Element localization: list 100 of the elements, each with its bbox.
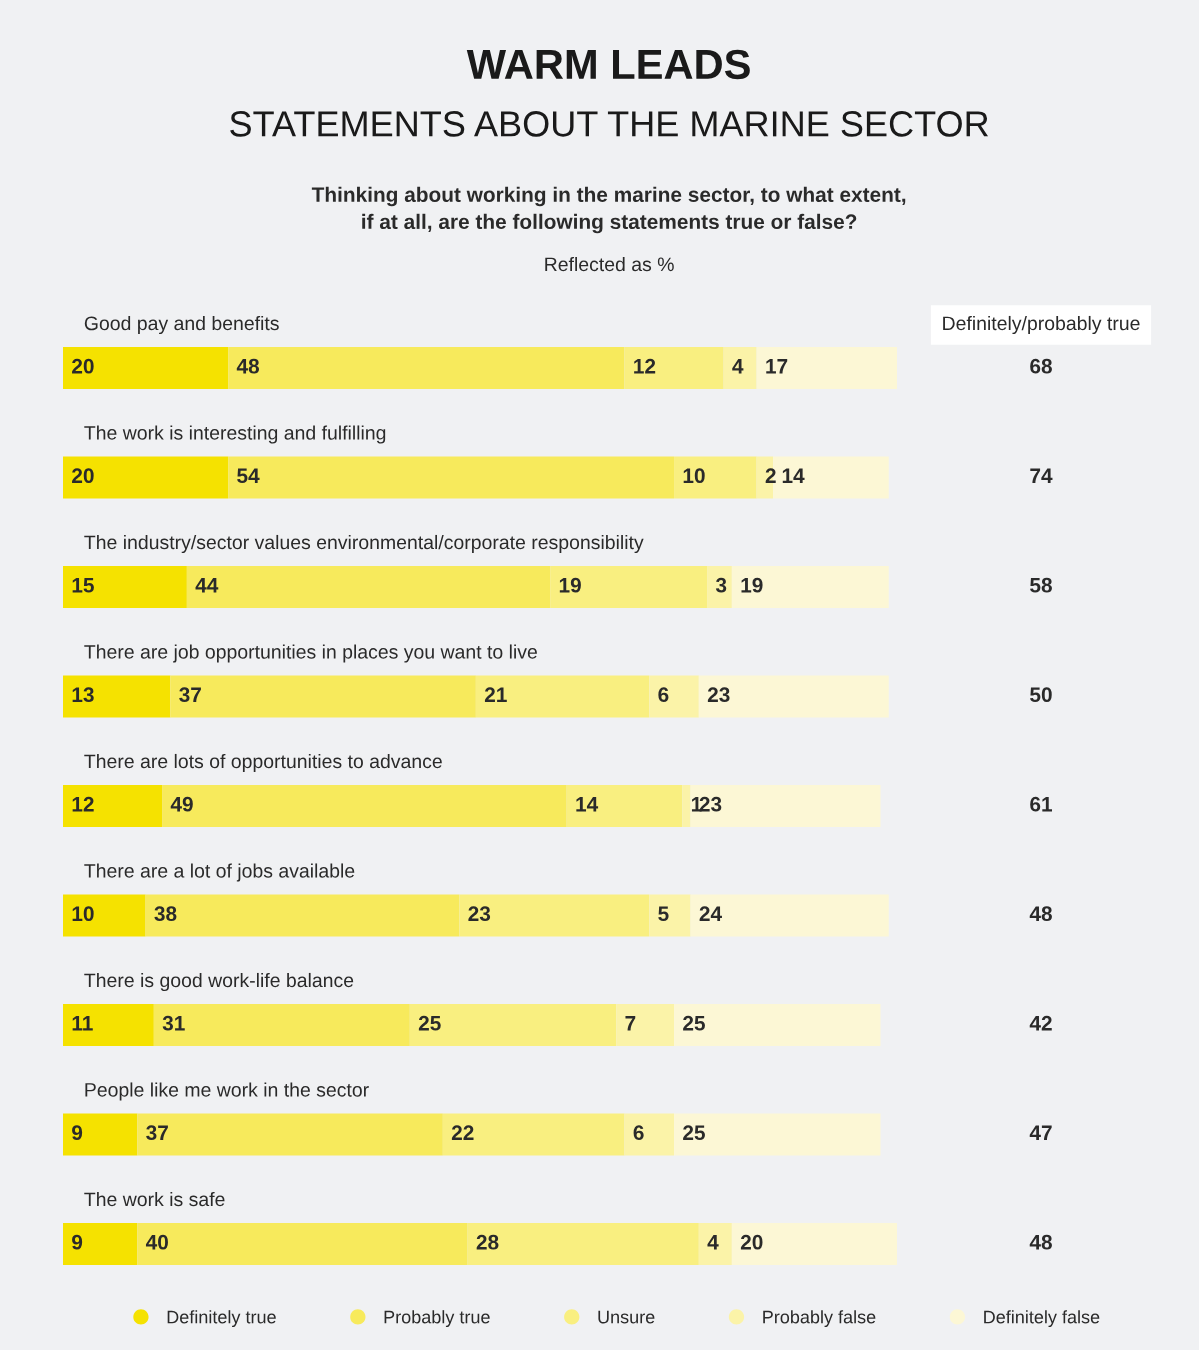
bar	[707, 566, 732, 608]
data-label: 31	[162, 1015, 185, 1031]
bar	[63, 347, 229, 389]
bar	[162, 785, 567, 827]
data-label: 23	[468, 906, 491, 922]
y-tick-label: People like me work in the sector	[85, 1082, 369, 1101]
data-label: 74	[1030, 468, 1053, 483]
bar	[624, 1113, 675, 1156]
bar	[756, 347, 897, 389]
bar	[723, 347, 757, 389]
data-label: 61	[1030, 796, 1053, 812]
bar	[137, 1113, 443, 1156]
data-label: 7	[625, 1016, 636, 1031]
data-label: 40	[145, 1234, 168, 1250]
bar	[153, 1004, 410, 1046]
bar	[63, 566, 187, 608]
bar	[228, 347, 625, 389]
data-label: 37	[146, 1125, 168, 1141]
bar	[63, 1223, 138, 1265]
bar	[170, 675, 476, 718]
data-label: 48	[1029, 906, 1052, 922]
data-label: 25	[683, 1015, 705, 1031]
chart-title: WARM LEADS	[466, 49, 750, 80]
data-label: 3	[715, 577, 727, 593]
y-tick-label: There are a lot of jobs available	[84, 863, 355, 882]
y-tick-label: There are lots of opportunities to advance	[84, 753, 442, 773]
data-label: 20	[740, 1234, 763, 1250]
bar	[731, 566, 889, 608]
data-label: 38	[154, 906, 177, 922]
data-label: 12	[72, 796, 94, 812]
data-label: 9	[72, 1125, 83, 1141]
bar	[566, 785, 683, 827]
bar	[186, 566, 551, 608]
data-label: 6	[633, 1125, 644, 1141]
legend-label: Probably false	[763, 1310, 876, 1327]
data-label: 17	[766, 359, 788, 374]
bar	[674, 1113, 881, 1156]
data-label: 50	[1030, 687, 1052, 703]
data-label: 58	[1030, 577, 1052, 593]
data-label: 42	[1029, 1015, 1052, 1031]
data-label: 48	[236, 358, 260, 374]
data-label: 68	[1030, 358, 1052, 374]
data-label: 14	[782, 468, 805, 483]
bar	[467, 1223, 699, 1265]
bar	[550, 566, 708, 608]
bar	[690, 894, 889, 937]
data-label: 10	[72, 906, 94, 922]
bar	[649, 894, 691, 937]
data-label: 19	[741, 577, 763, 593]
y-tick-label: Good pay and benefits	[84, 315, 279, 335]
bar	[674, 456, 757, 499]
y-tick-label: The work is interesting and fulfilling	[84, 425, 386, 444]
data-label: 47	[1029, 1125, 1052, 1140]
data-label: 12	[634, 358, 656, 374]
bar	[459, 894, 650, 937]
bar	[63, 1004, 154, 1046]
data-label: 14	[576, 797, 599, 812]
data-label: 49	[170, 796, 193, 812]
text: Thinking about working in the marine sector, to what extent, if at all, are the following statements true or false?	[311, 186, 906, 234]
y-tick-label: There are job opportunities in places you want to live	[84, 644, 537, 663]
y-tick-label: There is good work-life balance	[84, 972, 354, 992]
data-label: 10	[683, 468, 705, 484]
bar	[63, 675, 171, 718]
data-label: 37	[179, 687, 201, 703]
data-label: 9	[72, 1234, 83, 1250]
data-label: 11	[72, 1016, 93, 1031]
legend-label: Probably true	[384, 1310, 490, 1327]
data-label: 48	[1029, 1234, 1052, 1250]
bar	[674, 1004, 881, 1046]
data-label: 24	[699, 906, 722, 921]
data-label: 22	[451, 1125, 474, 1140]
bar	[63, 785, 163, 827]
data-label: 13	[72, 687, 94, 703]
bar	[228, 456, 675, 499]
data-label: 44	[195, 578, 219, 593]
bar	[690, 785, 881, 827]
data-label: 15	[72, 578, 94, 593]
bar	[698, 675, 889, 718]
bar	[731, 1223, 897, 1265]
bar	[63, 894, 146, 937]
bar	[145, 894, 460, 937]
data-label: 5	[658, 906, 669, 922]
data-label: 20	[72, 468, 94, 484]
legend-label: Unsure	[598, 1310, 655, 1324]
bar	[616, 1004, 675, 1046]
chart-subtitle: STATEMENTS ABOUT THE MARINE SECTOR	[230, 111, 989, 137]
bar	[698, 1223, 732, 1265]
bar	[63, 1113, 138, 1156]
data-label: 19	[559, 577, 581, 593]
bar	[63, 456, 229, 499]
data-label: 25	[418, 1015, 441, 1031]
data-label: 4	[707, 1235, 719, 1250]
bar	[409, 1004, 617, 1046]
data-label: 21	[484, 687, 507, 702]
legend-label: Definitely false	[984, 1310, 1100, 1327]
data-label: 20	[72, 358, 94, 374]
bar	[649, 675, 699, 718]
bar	[682, 785, 691, 827]
y-tick-label: The industry/sector values environmental/corporate responsibility	[84, 534, 644, 554]
bar	[442, 1113, 625, 1156]
